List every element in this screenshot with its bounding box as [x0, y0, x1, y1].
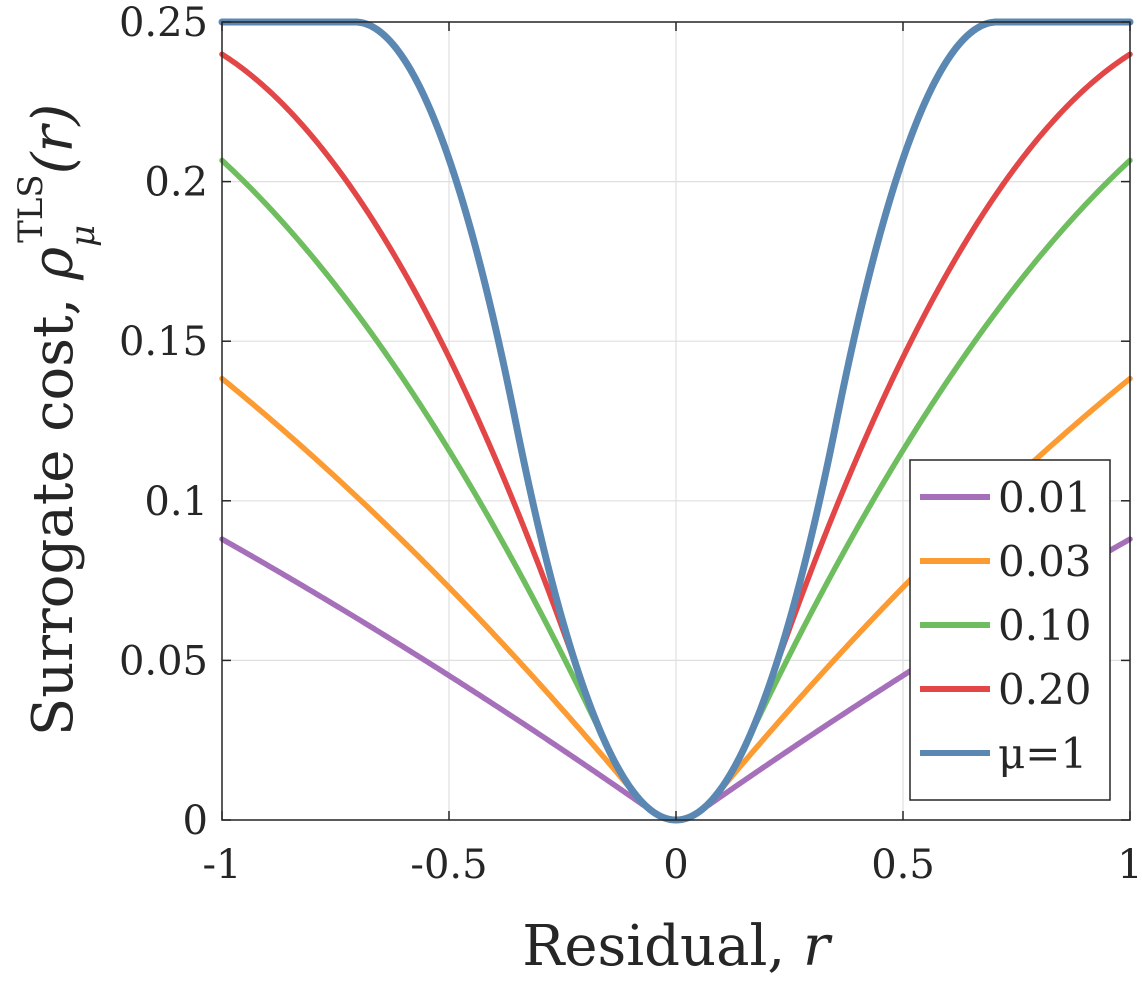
x-tick-label: 0: [663, 842, 688, 888]
x-tick-label: -0.5: [410, 842, 487, 888]
y-tick-label: 0.15: [119, 319, 208, 365]
legend-entry-label: 0.03: [998, 537, 1092, 586]
y-tick-label: 0.25: [119, 0, 208, 46]
y-axis-label: Surrogate cost, ρμTLS(r): [11, 104, 103, 736]
y-tick-label: 0.1: [144, 479, 208, 525]
x-tick-label: 1: [1117, 842, 1142, 888]
legend-box: [909, 459, 1111, 801]
legend-entry-label: 0.20: [998, 665, 1092, 714]
x-axis-label: Residual, r: [522, 914, 833, 979]
x-tick-label: 0.5: [871, 842, 935, 888]
legend-entry-label: μ=1: [998, 729, 1087, 778]
y-tick-label: 0.2: [144, 160, 208, 206]
legend: 0.01 0.03 0.10 0.20 μ=1: [909, 459, 1111, 801]
ticks: -1 -0.5 0 0.5 1 0 0.05 0.1 0.15 0.2 0.25: [119, 0, 1142, 888]
y-tick-label: 0: [183, 798, 208, 844]
legend-entry-label: 0.10: [998, 601, 1092, 650]
legend-entry-label: 0.01: [998, 473, 1092, 522]
x-tick-label: -1: [203, 842, 242, 888]
y-tick-label: 0.05: [119, 638, 208, 684]
